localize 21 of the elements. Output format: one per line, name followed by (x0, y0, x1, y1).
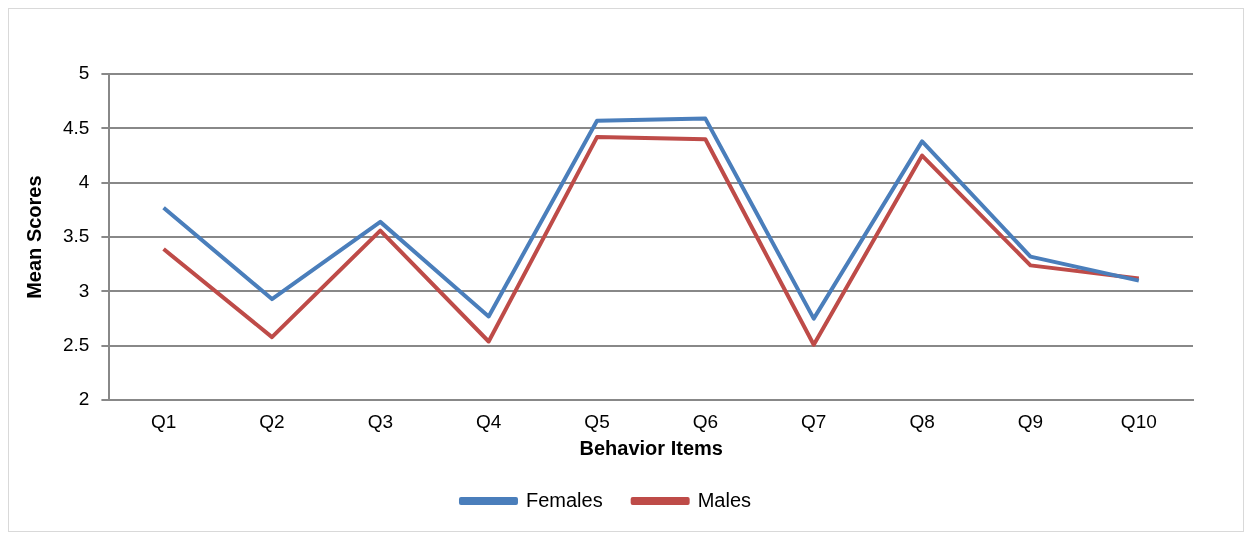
y-tick-label: 4.5 (62, 116, 90, 138)
legend-label: Females (525, 488, 603, 511)
x-tick-label: Q6 (692, 410, 719, 432)
x-tick-label: Q9 (1017, 410, 1044, 432)
x-axis-title: Behavior Items (579, 436, 723, 459)
y-tick-label: 3.5 (62, 225, 90, 247)
y-axis-title: Mean Scores (22, 175, 45, 299)
y-tick-label: 2.5 (62, 334, 90, 356)
x-tick-label: Q4 (475, 410, 502, 432)
y-tick-label: 5 (78, 62, 90, 84)
x-tick-label: Q1 (150, 410, 177, 432)
x-tick-label: Q10 (1120, 410, 1157, 432)
y-tick-label: 2 (78, 388, 90, 410)
x-tick-label: Q8 (909, 410, 935, 432)
x-tick-label: Q3 (367, 410, 393, 432)
x-tick-label: Q2 (259, 410, 285, 432)
legend-label: Males (697, 488, 752, 511)
x-tick-label: Q5 (584, 410, 610, 432)
y-tick-label: 3 (78, 279, 90, 301)
y-tick-label: 4 (78, 170, 90, 192)
x-tick-label: Q7 (801, 410, 827, 432)
